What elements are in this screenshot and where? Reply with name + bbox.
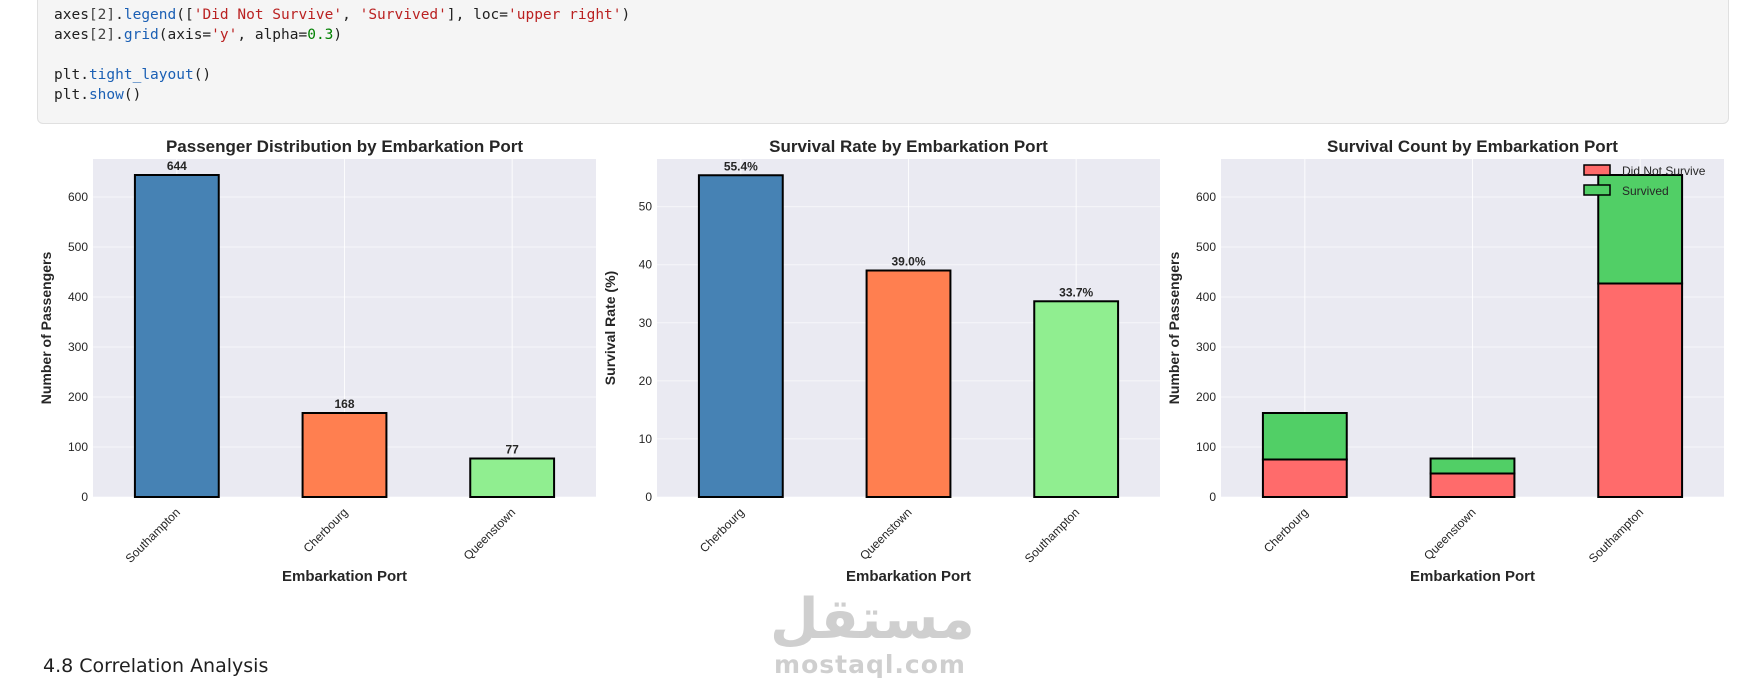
bar-segment <box>1429 457 1516 475</box>
y-tick-label: 300 <box>68 340 88 354</box>
legend-swatch <box>1583 184 1611 196</box>
x-tick-label: Queenstown <box>461 505 519 563</box>
x-tick-label: Cherbourg <box>1261 505 1311 555</box>
y-tick-label: 400 <box>68 290 88 304</box>
code-token: tight_layout <box>88 67 194 83</box>
bar <box>301 412 388 498</box>
code-token: 0.3 <box>307 27 334 43</box>
y-tick-label: 300 <box>1196 340 1216 354</box>
y-tick-label: 200 <box>1196 390 1216 404</box>
bar <box>865 269 952 498</box>
bar-value-label: 55.4% <box>724 159 758 173</box>
y-tick-label: 0 <box>645 490 652 504</box>
y-tick-label: 100 <box>1196 440 1216 454</box>
code-token: [2] <box>88 27 116 43</box>
code-block: axes[2].legend(['Did Not Survive', 'Surv… <box>54 7 631 103</box>
y-tick-label: 600 <box>1196 190 1216 204</box>
code-token: 'y' <box>211 27 238 43</box>
y-tick-label: 400 <box>1196 290 1216 304</box>
y-tick-label: 30 <box>639 316 653 330</box>
chart-title: Survival Count by Embarkation Port <box>1327 137 1618 156</box>
y-axis-label: Survival Rate (%) <box>602 271 618 385</box>
code-token: , <box>342 7 360 23</box>
code-token: 'Survived' <box>359 7 447 23</box>
code-token: grid <box>123 27 159 43</box>
y-tick-label: 600 <box>68 190 88 204</box>
code-token: ) <box>333 27 343 43</box>
bar-segment <box>1429 472 1516 498</box>
y-tick-label: 0 <box>1209 490 1216 504</box>
code-token: axes <box>54 27 89 43</box>
legend-swatch <box>1583 164 1611 176</box>
bar <box>697 174 784 498</box>
code-token: 'upper right' <box>508 7 622 23</box>
y-tick-label: 40 <box>639 258 653 272</box>
code-token: show <box>88 87 124 103</box>
y-tick-label: 50 <box>639 200 653 214</box>
y-tick-label: 0 <box>81 490 88 504</box>
x-axis-label: Embarkation Port <box>282 568 407 585</box>
x-tick-label: Southampton <box>123 505 183 565</box>
code-token: legend <box>123 7 177 23</box>
bar-value-label: 168 <box>334 397 354 411</box>
code-token: plt <box>54 67 81 83</box>
y-tick-label: 20 <box>639 374 653 388</box>
y-tick-label: 500 <box>1196 240 1216 254</box>
x-tick-label: Southampton <box>1586 505 1646 565</box>
x-axis-label: Embarkation Port <box>1410 568 1535 585</box>
code-token: plt <box>54 87 81 103</box>
y-tick-label: 500 <box>68 240 88 254</box>
legend-label: Survived <box>1622 184 1669 198</box>
bar <box>469 457 556 498</box>
chart-title: Survival Rate by Embarkation Port <box>769 137 1048 156</box>
legend-label: Did Not Survive <box>1622 164 1706 178</box>
code-token: (axis= <box>158 27 212 43</box>
code-token: ([ <box>176 7 194 23</box>
x-tick-label: Queenstown <box>1421 505 1479 563</box>
code-token: , alpha= <box>237 27 308 43</box>
code-token: axes <box>54 7 89 23</box>
bar-value-label: 39.0% <box>891 255 925 269</box>
watermark-latin: mostaql.com <box>774 650 966 679</box>
bar <box>133 174 220 498</box>
x-tick-label: Cherbourg <box>697 505 747 555</box>
code-token: ], loc= <box>446 7 509 23</box>
code-token: [2] <box>88 7 116 23</box>
bar-segment <box>1261 458 1348 498</box>
code-token: 'Did Not Survive' <box>193 7 343 23</box>
bar-segment <box>1261 412 1348 461</box>
y-tick-label: 200 <box>68 390 88 404</box>
code-cell[interactable]: axes[2].legend(['Did Not Survive', 'Surv… <box>37 0 1729 124</box>
x-axis-label: Embarkation Port <box>846 568 971 585</box>
bar-segment <box>1597 282 1684 498</box>
watermark: مستقل mostaql.com <box>770 587 975 680</box>
chart-title: Passenger Distribution by Embarkation Po… <box>166 137 523 156</box>
bar-segment <box>1597 174 1684 285</box>
y-tick-label: 10 <box>639 432 653 446</box>
bar-value-label: 77 <box>505 443 519 457</box>
code-token: () <box>193 67 212 83</box>
bar-value-label: 644 <box>167 159 187 173</box>
x-tick-label: Cherbourg <box>301 505 351 555</box>
bar-value-label: 33.7% <box>1059 285 1093 299</box>
y-tick-label: 100 <box>68 440 88 454</box>
bar <box>1033 300 1120 498</box>
y-axis-label: Number of Passengers <box>38 252 54 405</box>
code-token: () <box>123 87 142 103</box>
x-tick-label: Southampton <box>1022 505 1082 565</box>
y-axis-label: Number of Passengers <box>1166 252 1182 405</box>
watermark-arabic: مستقل <box>770 587 975 652</box>
x-tick-label: Queenstown <box>857 505 915 563</box>
section-heading: 4.8 Correlation Analysis <box>43 655 269 677</box>
code-token: ) <box>621 7 631 23</box>
